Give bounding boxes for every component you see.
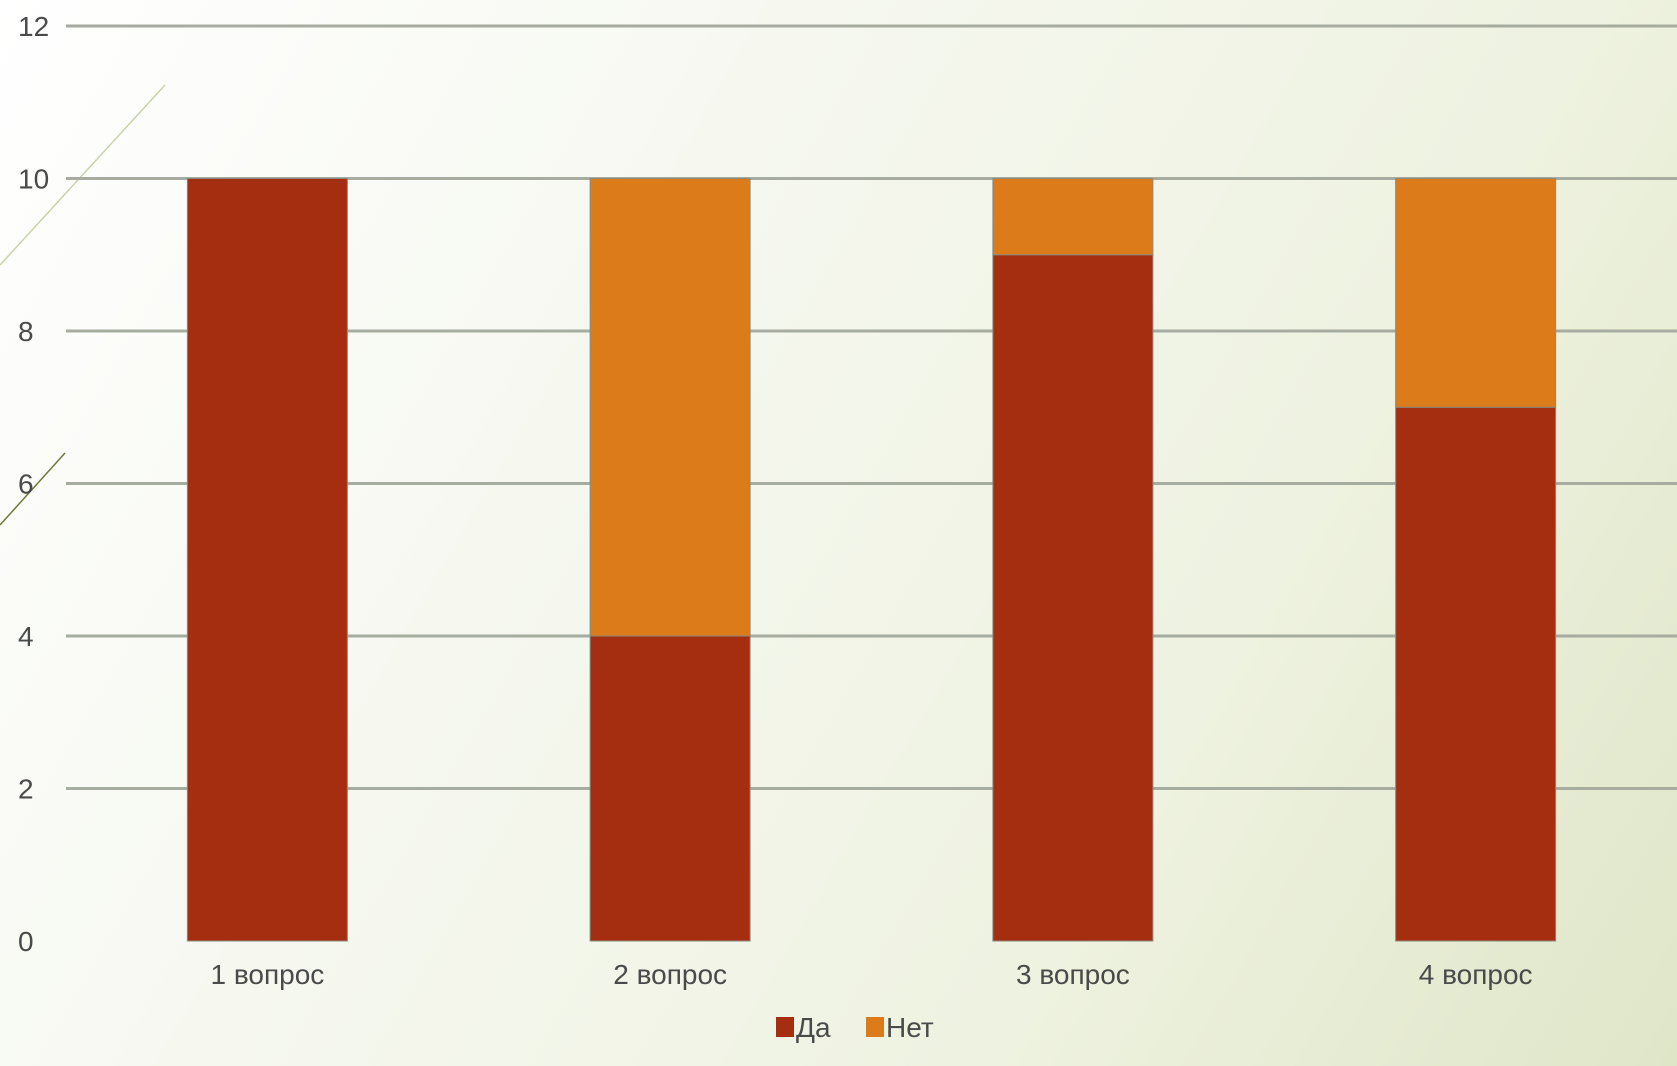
y-tick-label: 10 [18, 164, 49, 195]
legend-label: Да [796, 1012, 831, 1043]
legend-swatch [776, 1017, 794, 1037]
bar-segment-da [589, 635, 751, 942]
y-tick-label: 0 [18, 926, 34, 957]
bar-segment-da [186, 178, 348, 942]
bar-segment-da [992, 254, 1154, 942]
x-category-label: 1 вопрос [210, 959, 324, 990]
bar-segment-da [1395, 406, 1557, 942]
bar-segment-net [1395, 178, 1557, 408]
decor-line [0, 452, 66, 526]
y-tick-label: 12 [18, 11, 49, 42]
bars [186, 178, 1557, 942]
y-axis-ticks: 0 2 4 6 8 10 12 [18, 11, 49, 957]
y-tick-label: 4 [18, 621, 34, 652]
y-tick-label: 6 [18, 469, 34, 500]
legend: Да Нет [776, 1012, 934, 1043]
y-tick-label: 2 [18, 774, 34, 805]
bar-segment-net [589, 178, 751, 637]
y-tick-label: 8 [18, 316, 34, 347]
bar-segment-net [992, 178, 1154, 256]
legend-label: Нет [886, 1012, 934, 1043]
legend-swatch [866, 1017, 884, 1037]
decor-line [0, 84, 166, 266]
x-category-label: 2 вопрос [613, 959, 727, 990]
x-axis-labels: 1 вопрос 2 вопрос 3 вопрос 4 вопрос [210, 959, 1532, 990]
x-category-label: 4 вопрос [1419, 959, 1533, 990]
x-category-label: 3 вопрос [1016, 959, 1130, 990]
